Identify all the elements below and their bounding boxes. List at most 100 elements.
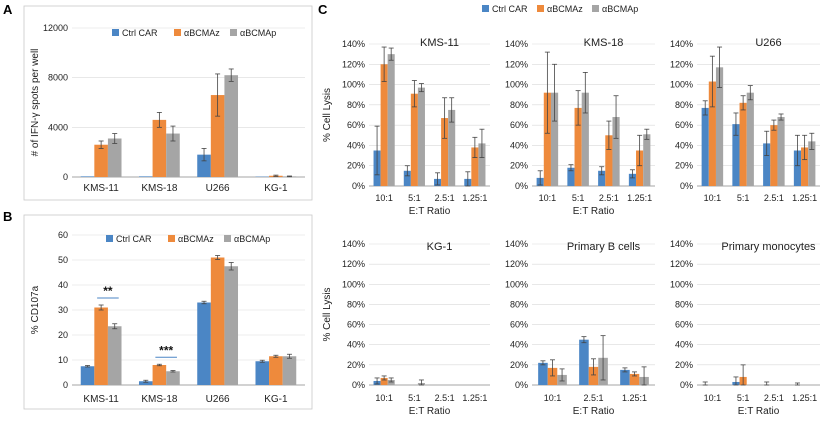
y-tick-label: 0% xyxy=(352,181,365,191)
bar xyxy=(732,124,740,186)
x-category-label: 1.25:1 xyxy=(622,393,647,403)
chart-c5: 0% 20% 40% 60% 80% 100% 120% 140% 10:1 2.5:1 1.25:… xyxy=(505,239,655,417)
legend-c-ctrl-label: Ctrl CAR xyxy=(492,4,528,14)
bar xyxy=(94,307,108,385)
y-tick-label: 120% xyxy=(342,59,365,69)
x-category-label: 10:1 xyxy=(539,193,557,203)
panel-b-frame xyxy=(23,214,313,410)
significance-marker: ** xyxy=(103,284,113,298)
bar xyxy=(801,147,809,186)
y-axis-label: % CD107a xyxy=(30,285,41,334)
y-tick-label: 140% xyxy=(505,39,528,49)
legend-c-swatch-ctrl xyxy=(482,5,489,12)
x-category-label: 2.5:1 xyxy=(764,193,784,203)
panel-letter-c: C xyxy=(318,2,328,17)
x-category-label: 10:1 xyxy=(704,193,722,203)
y-tick-label: 140% xyxy=(342,239,365,249)
bar xyxy=(793,150,802,186)
x-category-label: 2.5:1 xyxy=(599,193,619,203)
bar xyxy=(387,54,395,187)
y-tick-label: 80% xyxy=(347,299,365,309)
bar xyxy=(567,167,575,186)
bar xyxy=(138,381,153,385)
bar xyxy=(701,107,709,186)
bar xyxy=(636,150,644,186)
x-category-label: 1.25:1 xyxy=(462,393,487,403)
y-tick-label: 120% xyxy=(505,59,528,69)
chart-c3: 0% 20% 40% 60% 80% 100% 120% 140% 10:1 5:1 2.5:1 1.… xyxy=(670,37,820,203)
bar xyxy=(543,92,551,186)
y-tick-label: 4000 xyxy=(48,122,68,132)
x-category-label: 5:1 xyxy=(408,193,421,203)
y-tick-label: 50 xyxy=(58,255,68,265)
bar xyxy=(80,176,95,177)
y-axis-label: # of IFN-γ spots per well xyxy=(30,49,41,157)
bar xyxy=(588,366,599,385)
panel-c-legend: Ctrl CAR αBCMAz αBCMAp xyxy=(482,4,638,14)
panel-letter-a: A xyxy=(3,2,13,17)
bar xyxy=(224,266,239,385)
chart-c1: 0% 20% 40% 60% 80% 100% 120% 140% 10:1 5:1 2.5:1 1.… xyxy=(322,37,490,217)
bar xyxy=(94,144,108,177)
significance-marker: *** xyxy=(159,343,173,357)
y-tick-label: 0% xyxy=(352,380,365,390)
legend-c-ap-label: αBCMAp xyxy=(602,4,638,14)
y-tick-label: 0% xyxy=(680,380,693,390)
y-tick-label: 10 xyxy=(58,355,68,365)
y-tick-label: 0% xyxy=(515,181,528,191)
legend-swatch xyxy=(106,235,113,242)
y-tick-label: 140% xyxy=(505,239,528,249)
y-tick-label: 140% xyxy=(342,39,365,49)
bar xyxy=(808,141,816,186)
bar xyxy=(210,257,225,385)
y-tick-label: 120% xyxy=(342,259,365,269)
bar xyxy=(746,92,754,186)
bar xyxy=(107,326,122,385)
x-category-label: KMS-11 xyxy=(83,394,119,405)
bar xyxy=(107,138,122,177)
bar xyxy=(380,64,388,186)
bar xyxy=(282,356,297,385)
legend-c-swatch-az xyxy=(537,5,544,12)
y-tick-label: 20% xyxy=(675,161,693,171)
y-tick-label: 100% xyxy=(670,279,693,289)
bar xyxy=(269,356,283,385)
bar xyxy=(410,93,418,186)
x-category-label: 10:1 xyxy=(704,393,722,403)
chart-c4: 0% 20% 40% 60% 80% 100% 120% 140% 10:1 5:1 2.5:1 1.… xyxy=(322,239,490,417)
bar xyxy=(197,302,211,385)
y-tick-label: 140% xyxy=(670,239,693,249)
legend-label: αBCMAp xyxy=(234,234,270,244)
x-axis-label: E:T Ratio xyxy=(409,406,451,417)
charts-group: 0 4000 8000 12000 KMS-11 KMS-18 U266 KG-1 # of I… xyxy=(30,23,820,417)
subpanel-title: KG-1 xyxy=(427,241,453,253)
legend-swatch xyxy=(230,29,237,36)
y-tick-label: 120% xyxy=(505,259,528,269)
bar xyxy=(579,339,589,385)
legend-swatch xyxy=(112,29,119,36)
bar xyxy=(547,367,558,385)
x-category-label: U266 xyxy=(206,183,230,194)
subpanel-title: Primary B cells xyxy=(567,241,641,253)
y-tick-label: 20% xyxy=(510,360,528,370)
y-tick-label: 20% xyxy=(510,161,528,171)
bar xyxy=(380,377,388,385)
y-tick-label: 20% xyxy=(347,161,365,171)
y-tick-label: 80% xyxy=(510,100,528,110)
y-tick-label: 40% xyxy=(347,140,365,150)
legend-label: αBCMAp xyxy=(240,28,276,38)
x-category-label: 5:1 xyxy=(408,393,421,403)
subpanel-title: Primary monocytes xyxy=(721,241,816,253)
bar xyxy=(550,92,559,186)
y-tick-label: 40% xyxy=(510,340,528,350)
bar xyxy=(166,133,180,177)
bar xyxy=(538,362,548,385)
x-category-label: KG-1 xyxy=(264,394,288,405)
x-category-label: 10:1 xyxy=(375,193,393,203)
y-tick-label: 40 xyxy=(58,280,68,290)
y-tick-label: 40% xyxy=(675,340,693,350)
y-tick-label: 100% xyxy=(505,80,528,90)
legend-label: αBCMAz xyxy=(178,234,214,244)
y-tick-label: 60% xyxy=(675,120,693,130)
